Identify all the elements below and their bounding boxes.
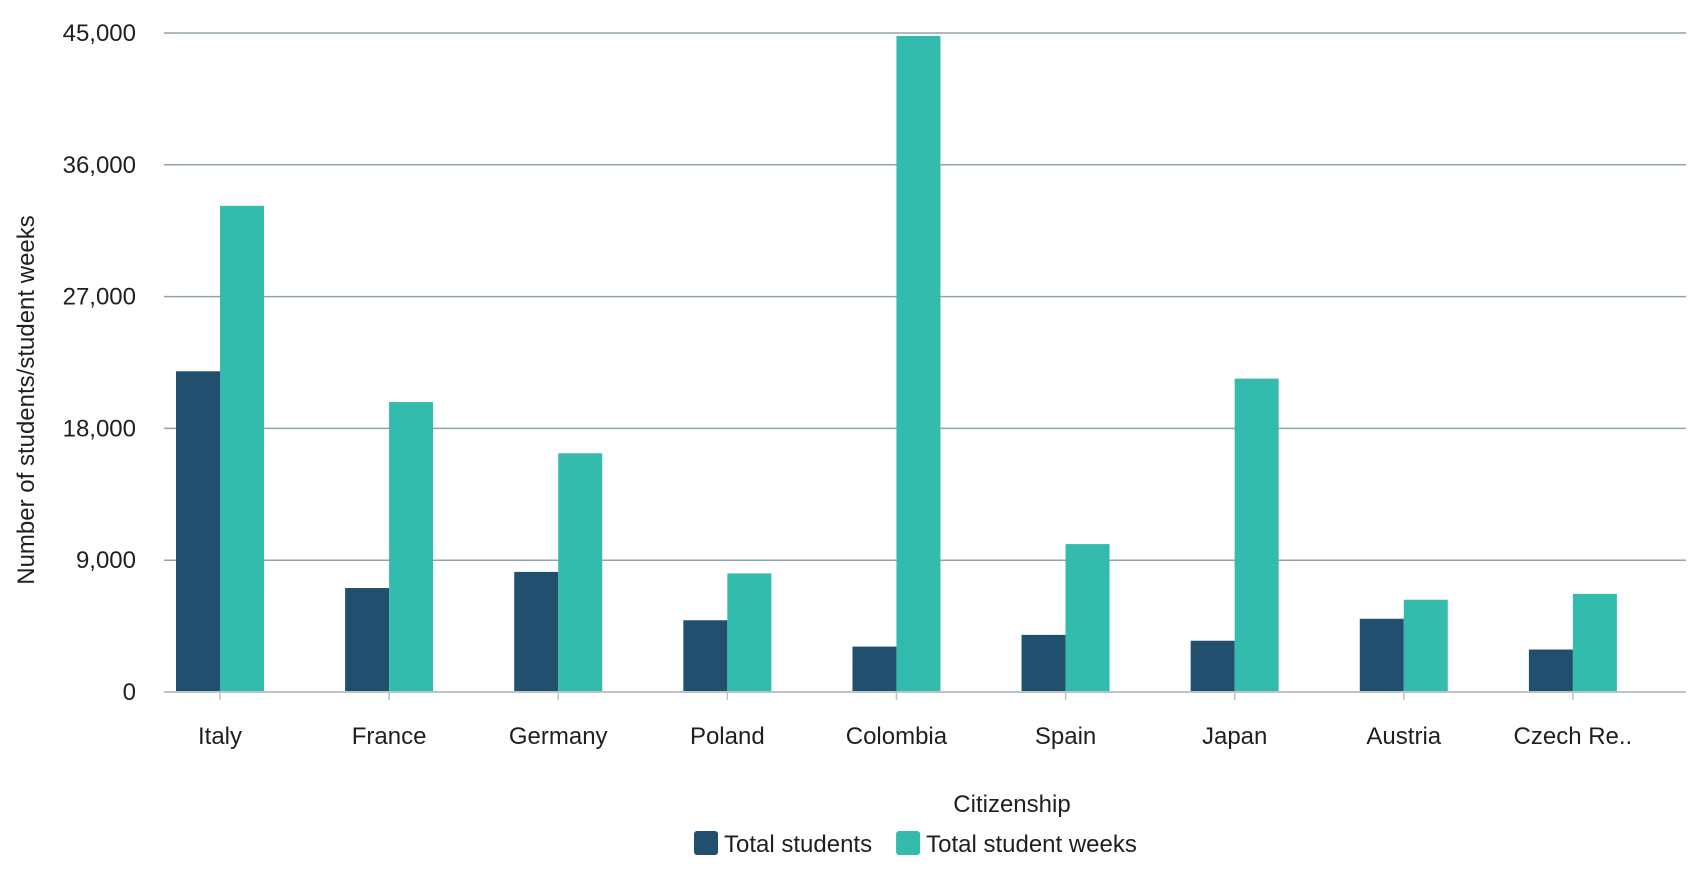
legend-swatch — [896, 831, 921, 855]
x-tick-label: Germany — [509, 723, 608, 750]
legend-label: Total students — [724, 831, 872, 858]
bar-total-student-weeks — [896, 35, 941, 692]
x-tick-label: Spain — [1035, 723, 1096, 750]
x-tick-label: Colombia — [846, 723, 948, 750]
bar-total-student-weeks — [727, 573, 772, 692]
bar-total-student-weeks — [389, 402, 434, 692]
bar-total-students — [345, 588, 390, 692]
x-tick-label: Poland — [690, 723, 765, 750]
bar-total-students — [1190, 640, 1235, 692]
bars — [176, 35, 1617, 692]
x-axis-title: Citizenship — [953, 791, 1070, 818]
bar-total-student-weeks — [1065, 544, 1110, 692]
bar-total-students — [1359, 618, 1404, 692]
bar-total-students — [852, 646, 897, 692]
bar-total-students — [1021, 634, 1066, 692]
bar-total-students — [514, 571, 559, 692]
legend: Total students Total student weeks — [694, 831, 1137, 858]
bar-total-student-weeks — [220, 205, 264, 692]
axes: 0 9,000 18,000 27,000 36,000 45,000 Italy Franc… — [63, 20, 1686, 750]
y-tick-label: 18,000 — [63, 415, 136, 442]
legend-label: Total student weeks — [926, 831, 1137, 858]
x-tick-label: Italy — [198, 723, 242, 750]
y-tick-label: 36,000 — [63, 152, 136, 179]
x-tick-label: Austria — [1366, 723, 1441, 750]
y-axis-title: Number of students/student weeks — [13, 215, 40, 585]
x-tick-label: Czech Re.. — [1514, 723, 1633, 750]
bar-total-student-weeks — [558, 453, 603, 692]
y-tick-label: 45,000 — [63, 20, 136, 47]
x-tick-label: France — [352, 723, 427, 750]
bar-total-student-weeks — [1403, 599, 1448, 692]
y-tick-label: 27,000 — [63, 284, 136, 311]
bar-total-student-weeks — [1234, 378, 1279, 692]
x-tick-label: Japan — [1202, 723, 1267, 750]
bar-total-student-weeks — [1572, 593, 1617, 692]
y-tick-label: 0 — [123, 679, 136, 706]
y-tick-label: 9,000 — [76, 547, 136, 574]
bar-total-students — [1528, 649, 1573, 692]
bar-total-students — [176, 371, 220, 692]
legend-swatch — [694, 831, 718, 855]
bar-total-students — [683, 620, 728, 692]
